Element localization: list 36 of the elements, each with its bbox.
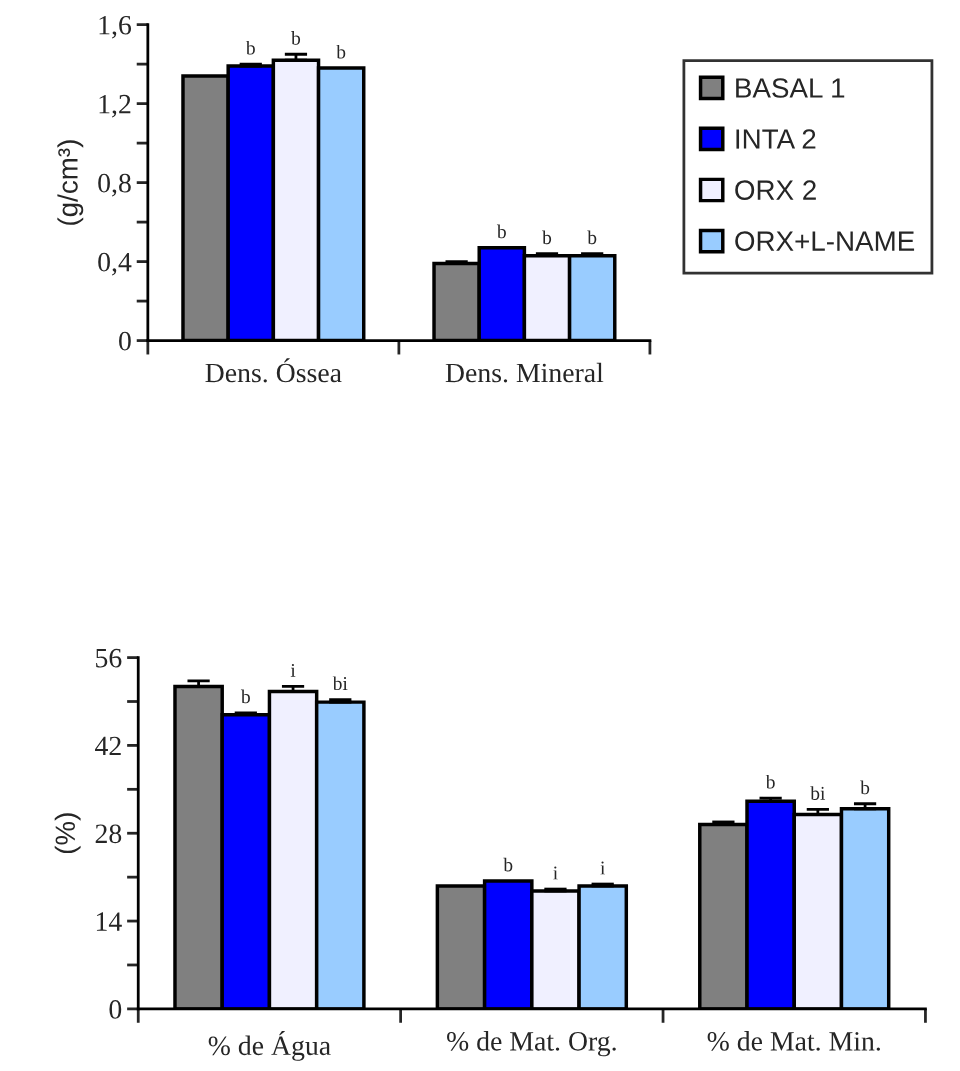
- data-label: b: [765, 774, 775, 789]
- y-tick-label: 14: [96, 912, 122, 931]
- y-tick-label: 1,2: [99, 94, 131, 118]
- y-tick-label: 0: [109, 1000, 122, 1019]
- data-label: b: [542, 230, 552, 245]
- data-label: b: [291, 31, 301, 45]
- data-label: b: [240, 689, 250, 704]
- x-tick-label: Dens. Óssea: [205, 358, 342, 383]
- x-tick-label: % de Mat. Org.: [447, 1031, 616, 1057]
- data-label: b: [503, 857, 513, 872]
- y-tick-label: 1,6: [99, 15, 132, 39]
- y-tick-label: 28: [95, 824, 122, 844]
- data-label: b: [496, 224, 506, 239]
- legend-label: INTA 2: [736, 129, 816, 149]
- y-tick-label: 42: [95, 736, 121, 756]
- y-tick-label: 0,8: [98, 173, 131, 197]
- x-tick-label: % de Água: [208, 1031, 331, 1061]
- data-label: b: [860, 780, 870, 795]
- data-label: i: [290, 663, 296, 677]
- legend-label: ORX 2: [735, 180, 816, 200]
- data-label: b: [587, 230, 597, 245]
- data-label: i: [600, 861, 606, 875]
- legend-label: ORX+L-NAME: [735, 231, 915, 251]
- y-tick-label: 0,4: [98, 252, 132, 276]
- x-tick-label: Dens. Mineral: [445, 362, 604, 383]
- y-tick-label: 56: [96, 648, 122, 668]
- data-label: bi: [810, 786, 826, 800]
- y-axis-title: (%): [54, 813, 81, 854]
- data-label: b: [245, 40, 255, 55]
- data-label: b: [336, 44, 346, 59]
- data-label: bi: [332, 676, 348, 691]
- y-axis-title: (g/cm³): [57, 140, 84, 225]
- x-tick-label: % de Mat. Min.: [707, 1031, 880, 1051]
- data-label: i: [553, 866, 558, 880]
- y-tick-label: 0: [119, 331, 131, 351]
- legend-label: BASAL 1: [736, 78, 845, 98]
